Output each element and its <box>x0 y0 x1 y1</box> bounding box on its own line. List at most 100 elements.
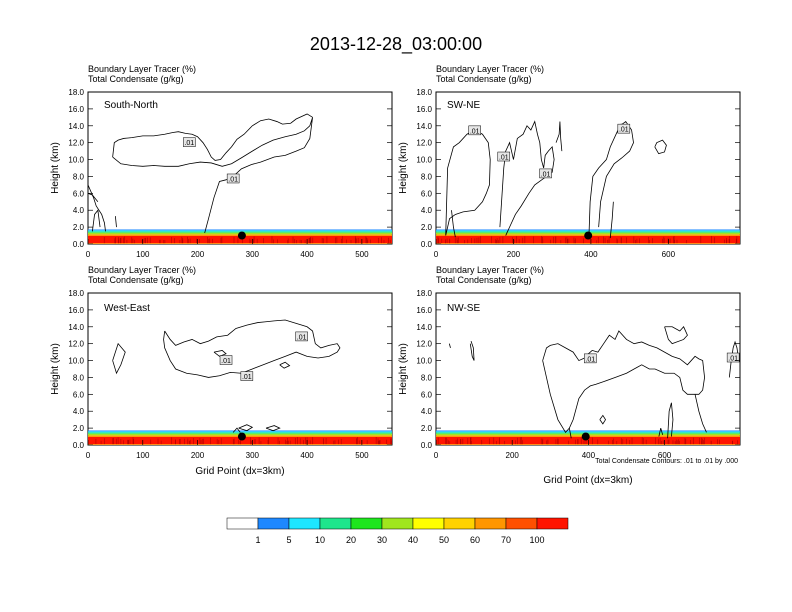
colorbar-tick-label: 30 <box>377 535 387 545</box>
y-tick-label: 0.0 <box>73 240 85 249</box>
panel-title-tracer: Boundary Layer Tracer (%) <box>88 64 196 74</box>
condensate-contour <box>694 394 707 433</box>
tracer-band-6 <box>436 229 740 231</box>
colorbar-tick-label: 1 <box>255 535 260 545</box>
x-tick-label: 500 <box>355 250 369 259</box>
condensate-contour <box>114 216 117 228</box>
y-tick-label: 14.0 <box>68 323 84 332</box>
panel-label: West-East <box>104 303 150 314</box>
colorbar-swatch-7 <box>443 517 476 530</box>
contour-label-box <box>226 173 240 184</box>
colorbar-tick-label: 40 <box>408 535 418 545</box>
y-tick-label: 12.0 <box>68 340 84 349</box>
condensate-contour <box>555 121 563 152</box>
contour-label-box <box>617 123 631 134</box>
tracer-band-6 <box>436 430 740 432</box>
colorbar-swatch-5 <box>381 517 414 530</box>
y-tick-label: 2.0 <box>73 424 85 433</box>
x-tick-label: 200 <box>507 250 521 259</box>
panel-west-east: Boundary Layer Tracer (%) Total Condensa… <box>50 265 393 477</box>
y-tick-label: 18.0 <box>68 88 84 97</box>
panel-title-condensate: Total Condensate (g/kg) <box>436 275 532 285</box>
location-marker <box>237 231 246 240</box>
location-marker <box>237 432 246 441</box>
y-tick-label: 2.0 <box>421 223 433 232</box>
y-tick-label: 0.0 <box>73 441 85 450</box>
x-tick-label: 600 <box>662 250 676 259</box>
contour-label-box <box>468 125 481 136</box>
condensate-contour <box>728 340 740 378</box>
panel-label: SW-NE <box>447 100 480 111</box>
condensate-contour <box>87 184 106 232</box>
contour-label: .01 <box>499 155 509 162</box>
y-tick-label: 12.0 <box>68 139 84 148</box>
colorbar-swatch-3 <box>319 517 352 530</box>
x-tick-label: 300 <box>246 451 260 460</box>
x-tick-label: 0 <box>86 451 91 460</box>
condensate-contour <box>609 201 614 239</box>
colorbar-tick-label: 100 <box>529 535 544 545</box>
y-tick-label: 8.0 <box>73 373 85 382</box>
contour-label-box <box>726 352 740 363</box>
tracer-band-1 <box>88 436 392 445</box>
colorbar-swatch-10 <box>536 517 569 530</box>
panel-label: South-North <box>104 100 158 111</box>
condensate-contour <box>279 361 291 369</box>
condensate-contour <box>445 129 491 236</box>
contour-label-box <box>539 168 552 179</box>
y-tick-label: 10.0 <box>68 357 84 366</box>
y-tick-label: 6.0 <box>421 390 433 399</box>
contour-label: .01 <box>184 140 194 147</box>
contour-label: .01 <box>541 171 551 178</box>
colorbar-tick-label: 20 <box>346 535 356 545</box>
condensate-contour <box>112 342 126 375</box>
y-tick-label: 2.0 <box>73 223 85 232</box>
y-tick-label: 14.0 <box>416 323 432 332</box>
y-tick-label: 4.0 <box>73 407 85 416</box>
tracer-band-0 <box>88 444 392 445</box>
colorbar-tick-label: 70 <box>501 535 511 545</box>
tracer-band-1 <box>88 235 392 244</box>
tracer-band-4 <box>88 432 392 434</box>
condensate-contour <box>112 117 313 234</box>
condensate-contour <box>112 113 313 161</box>
contour-label: .01 <box>470 128 480 135</box>
x-tick-label: 200 <box>506 451 520 460</box>
panel-title-condensate: Total Condensate (g/kg) <box>88 74 184 84</box>
contour-label-box <box>584 353 597 364</box>
y-tick-label: 14.0 <box>68 122 84 131</box>
panel-south-north: Boundary Layer Tracer (%) Total Condensa… <box>50 64 393 259</box>
y-tick-label: 4.0 <box>73 206 85 215</box>
y-axis-label: Height (km) <box>50 343 61 395</box>
condensate-contour <box>238 424 254 432</box>
contour-label: .01 <box>619 127 629 134</box>
x-tick-label: 400 <box>582 451 596 460</box>
tracer-band-4 <box>88 231 392 233</box>
x-tick-label: 600 <box>658 451 672 460</box>
plot-frame <box>87 91 393 245</box>
colorbar-tick-label: 60 <box>470 535 480 545</box>
panel-sw-ne: Boundary Layer Tracer (%) Total Condensa… <box>398 64 741 259</box>
condensate-contour <box>667 402 674 439</box>
condensate-contour <box>654 139 667 155</box>
y-tick-label: 0.0 <box>421 240 433 249</box>
x-tick-label: 400 <box>300 451 314 460</box>
colorbar: 1 5 10 20 30 40 50 60 70 100 <box>226 517 569 545</box>
contour-label: .01 <box>242 374 252 381</box>
x-tick-label: 0 <box>86 250 91 259</box>
location-marker <box>581 432 590 441</box>
tracer-band-0 <box>436 243 740 244</box>
y-tick-label: 10.0 <box>68 156 84 165</box>
contour-label: .01 <box>228 176 238 183</box>
y-axis-label: Height (km) <box>50 142 61 194</box>
y-tick-label: 18.0 <box>68 289 84 298</box>
y-tick-label: 8.0 <box>421 172 433 181</box>
y-tick-label: 4.0 <box>421 206 433 215</box>
y-tick-label: 2.0 <box>421 424 433 433</box>
condensate-contour <box>599 414 606 425</box>
location-marker <box>584 231 593 240</box>
y-tick-label: 18.0 <box>416 88 432 97</box>
y-axis-label: Height (km) <box>398 343 409 395</box>
condensate-contour <box>163 319 341 378</box>
